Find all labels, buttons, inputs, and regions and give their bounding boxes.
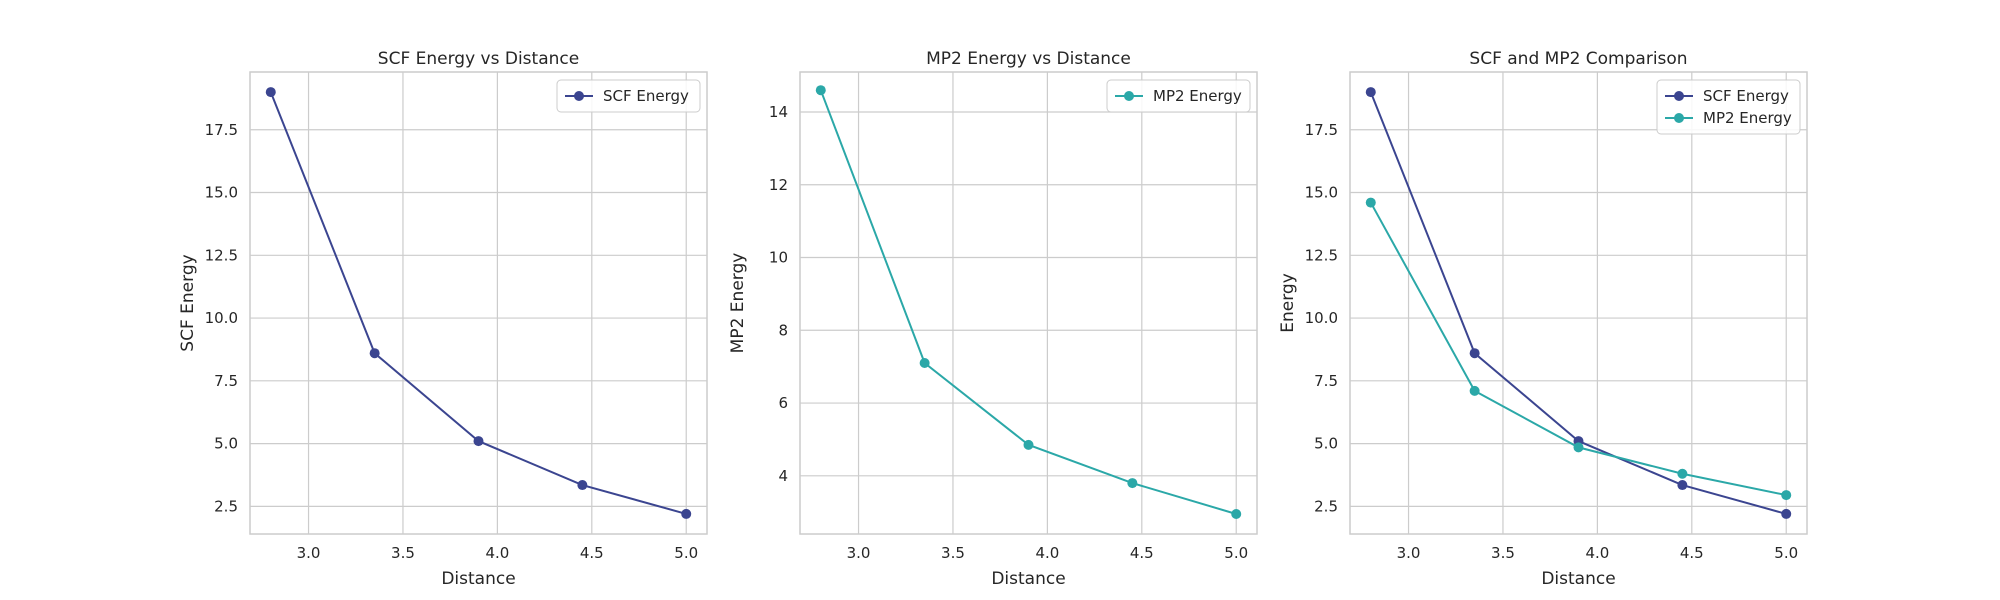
x-tick-label: 4.0 xyxy=(1585,544,1609,562)
y-tick-label: 14 xyxy=(769,103,788,121)
legend-marker-scf xyxy=(1674,91,1684,101)
data-point-mp2 xyxy=(1573,442,1584,453)
data-point-mp2 xyxy=(1231,508,1242,519)
data-point-mp2 xyxy=(1677,468,1688,479)
y-tick-label: 2.5 xyxy=(214,497,238,515)
y-tick-label: 17.5 xyxy=(205,121,238,139)
data-point-scf xyxy=(577,480,588,491)
data-point-mp2 xyxy=(919,358,930,369)
legend-marker-mp2 xyxy=(1124,91,1134,101)
x-tick-label: 3.5 xyxy=(1491,544,1515,562)
x-tick-label: 3.5 xyxy=(391,544,415,562)
y-tick-label: 10.0 xyxy=(205,309,238,327)
legend-label: SCF Energy xyxy=(603,87,689,105)
y-axis-label: SCF Energy xyxy=(178,254,198,351)
data-point-scf xyxy=(1781,508,1792,519)
x-tick-label: 3.0 xyxy=(297,544,321,562)
legend-label: SCF Energy xyxy=(1703,87,1789,105)
data-point-scf xyxy=(369,348,380,359)
legend-marker-scf xyxy=(574,91,584,101)
data-point-mp2 xyxy=(1469,385,1480,396)
chart-title: MP2 Energy vs Distance xyxy=(926,49,1131,69)
y-tick-label: 15.0 xyxy=(205,184,238,202)
legend: MP2 Energy xyxy=(1106,79,1251,113)
series-line-mp2 xyxy=(819,89,1237,515)
x-tick-label: 5.0 xyxy=(1224,544,1248,562)
legend-box xyxy=(556,79,701,113)
y-tick-label: 12.5 xyxy=(205,246,238,264)
legend-marker-mp2 xyxy=(1674,113,1684,123)
x-tick-label: 3.0 xyxy=(1397,544,1421,562)
data-point-mp2 xyxy=(1127,478,1138,489)
x-tick-label: 3.0 xyxy=(847,544,871,562)
x-tick-label: 5.0 xyxy=(1774,544,1798,562)
y-tick-label: 12 xyxy=(769,176,788,194)
y-tick-label: 10 xyxy=(769,249,788,267)
legend-label: MP2 Energy xyxy=(1703,109,1792,127)
y-tick-label: 12.5 xyxy=(1305,246,1338,264)
y-tick-label: 7.5 xyxy=(214,372,238,390)
legend-box xyxy=(1106,79,1251,113)
y-tick-label: 15.0 xyxy=(1305,184,1338,202)
chart-title: SCF Energy vs Distance xyxy=(378,49,579,69)
y-axis-label: MP2 Energy xyxy=(728,253,748,354)
data-point-scf xyxy=(265,87,276,98)
chart-panel-3: 3.0 3.5 4.0 4.5 5.0 2.5 5.0 7.5 10.0 12.5 15.0 17.5… xyxy=(1278,49,1808,589)
x-tick-label: 4.5 xyxy=(1680,544,1704,562)
x-axis-label: Distance xyxy=(1541,569,1615,589)
plot-frame xyxy=(249,71,708,535)
x-tick-label: 4.5 xyxy=(1130,544,1154,562)
y-tick-label: 5.0 xyxy=(214,435,238,453)
data-point-scf xyxy=(681,508,692,519)
y-tick-label: 7.5 xyxy=(1314,372,1338,390)
series-line-scf xyxy=(269,91,687,515)
plot-frame xyxy=(1349,71,1808,535)
data-point-scf xyxy=(473,436,484,447)
x-tick-label: 5.0 xyxy=(674,544,698,562)
x-tick-label: 3.5 xyxy=(941,544,965,562)
y-tick-label: 5.0 xyxy=(1314,435,1338,453)
y-tick-label: 4 xyxy=(778,467,788,485)
data-point-mp2 xyxy=(815,85,826,96)
x-axis-label: Distance xyxy=(991,569,1065,589)
chart-panel-2: 3.0 3.5 4.0 4.5 5.0 4 6 8 10 12 14 MP2 Energy vs Di… xyxy=(728,49,1258,589)
chart-panel-1: 3.0 3.5 4.0 4.5 5.0 2.5 5.0 7.5 10.0 12.5 15.0 17.5… xyxy=(178,49,708,589)
y-tick-label: 17.5 xyxy=(1305,121,1338,139)
legend: SCF Energy xyxy=(556,79,701,113)
y-tick-label: 2.5 xyxy=(1314,497,1338,515)
legend-box xyxy=(1656,79,1801,135)
data-point-mp2 xyxy=(1781,490,1792,501)
legend: SCF Energy MP2 Energy xyxy=(1656,79,1801,135)
data-point-scf xyxy=(1677,480,1688,491)
x-axis-label: Distance xyxy=(441,569,515,589)
x-tick-label: 4.0 xyxy=(485,544,509,562)
data-point-mp2 xyxy=(1023,439,1034,450)
x-tick-label: 4.5 xyxy=(580,544,604,562)
chart-title: SCF and MP2 Comparison xyxy=(1469,49,1687,69)
y-axis-label: Energy xyxy=(1278,273,1298,333)
y-tick-label: 10.0 xyxy=(1305,309,1338,327)
x-tick-label: 4.0 xyxy=(1035,544,1059,562)
y-tick-label: 8 xyxy=(778,321,788,339)
data-point-scf xyxy=(1365,87,1376,98)
data-point-scf xyxy=(1469,348,1480,359)
data-point-mp2 xyxy=(1365,197,1376,208)
legend-label: MP2 Energy xyxy=(1153,87,1242,105)
plot-frame xyxy=(799,71,1258,535)
y-tick-label: 6 xyxy=(778,394,788,412)
